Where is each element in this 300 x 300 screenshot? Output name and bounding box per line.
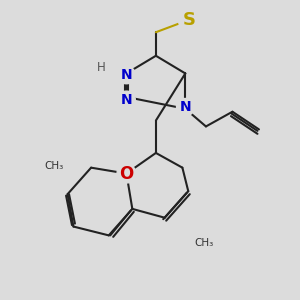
Text: N: N [121,68,132,82]
Text: CH₃: CH₃ [45,161,64,171]
Circle shape [118,91,135,109]
Circle shape [176,98,194,116]
Text: H: H [97,61,106,74]
Circle shape [178,9,201,32]
Text: N: N [179,100,191,114]
Text: CH₃: CH₃ [195,238,214,248]
Circle shape [118,66,135,84]
Text: N: N [121,93,132,107]
Circle shape [117,164,136,183]
Text: O: O [119,165,134,183]
Text: S: S [183,11,196,29]
